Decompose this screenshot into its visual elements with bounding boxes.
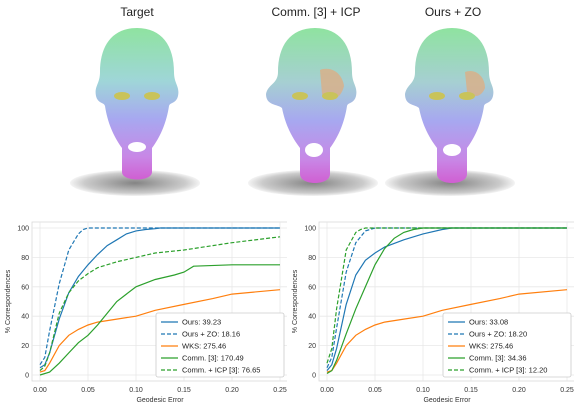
left-legend-label-0: Ours: 39.23 <box>182 318 221 327</box>
left-ytick-label: 40 <box>21 314 29 321</box>
left-series-line-0 <box>39 227 280 369</box>
right-series-line-0 <box>326 227 567 371</box>
panel-title-ours-zo: Ours + ZO <box>424 5 482 19</box>
right-ytick-label: 0 <box>312 373 316 380</box>
left-xtick-label: 0.20 <box>225 387 239 394</box>
right-series-line-2 <box>326 289 568 373</box>
left-xtick-label: 0.00 <box>33 387 47 394</box>
left-xtick-label: 0.10 <box>129 387 143 394</box>
right-legend-label-4: Comm. + ICP [3]: 12.20 <box>469 366 547 375</box>
left-legend-label-1: Ours + ZO: 18.16 <box>182 330 240 339</box>
left-ytick-label: 0 <box>25 373 29 380</box>
left-xtick-label: 0.25 <box>273 387 287 394</box>
left-legend <box>155 312 285 378</box>
right-ytick-label: 60 <box>308 284 316 291</box>
right-legend-label-0: Ours: 33.08 <box>469 318 508 327</box>
right-xtick-label: 0.00 <box>320 387 334 394</box>
left-series-line-2 <box>39 289 281 373</box>
right-ytick-label: 20 <box>308 343 316 350</box>
right-ytick-label: 100 <box>304 226 316 233</box>
left-xtick-label: 0.15 <box>177 387 191 394</box>
left-ytick-label: 100 <box>17 226 29 233</box>
left-ytick-label: 20 <box>21 343 29 350</box>
left-series-line-1 <box>39 227 280 366</box>
panel-title-target: Target <box>120 5 154 19</box>
left-legend-label-4: Comm. + ICP [3]: 76.65 <box>182 366 260 375</box>
right-series-line-3 <box>326 227 567 375</box>
head-render-ours-zo <box>405 28 494 183</box>
left-series-line-3 <box>39 264 280 376</box>
left-legend-label-3: Comm. [3]: 170.49 <box>182 354 244 363</box>
panel-title-comm-icp: Comm. [3] + ICP <box>271 5 361 19</box>
head-render-comm-icp <box>266 28 357 183</box>
chart-left: 0.00 0.05 0.10 0.15 0.20 0.25 0 20 40 60 80 100 Geod… <box>5 221 287 404</box>
right-xtick-label: 0.20 <box>512 387 526 394</box>
left-xtick-label: 0.05 <box>81 387 95 394</box>
right-xtick-label: 0.10 <box>416 387 430 394</box>
right-legend-label-1: Ours + ZO: 18.20 <box>469 330 527 339</box>
left-series-line-4 <box>39 236 281 372</box>
right-legend-label-3: Comm. [3]: 34.36 <box>469 354 527 363</box>
right-xtick-label: 0.25 <box>560 387 574 394</box>
right-ytick-label: 40 <box>308 314 316 321</box>
right-legend <box>442 312 572 378</box>
left-ytick-label: 60 <box>21 284 29 291</box>
left-xlabel: Geodesic Error <box>136 397 184 404</box>
right-legend-label-2: WKS: 275.46 <box>469 342 513 351</box>
left-ylabel: % Correspondences <box>5 269 12 333</box>
head-render-target <box>95 28 179 180</box>
right-ylabel: % Correspondences <box>292 269 299 333</box>
chart-right: 0.00 0.05 0.10 0.15 0.20 0.25 0 20 40 60 80 100 Geod… <box>292 221 574 404</box>
right-xlabel: Geodesic Error <box>423 397 471 404</box>
right-ytick-label: 80 <box>308 255 316 262</box>
right-xtick-label: 0.05 <box>368 387 382 394</box>
left-ytick-label: 80 <box>21 255 29 262</box>
left-legend-label-2: WKS: 275.46 <box>182 342 226 351</box>
right-xtick-label: 0.15 <box>464 387 478 394</box>
right-series-line-4 <box>326 227 567 364</box>
